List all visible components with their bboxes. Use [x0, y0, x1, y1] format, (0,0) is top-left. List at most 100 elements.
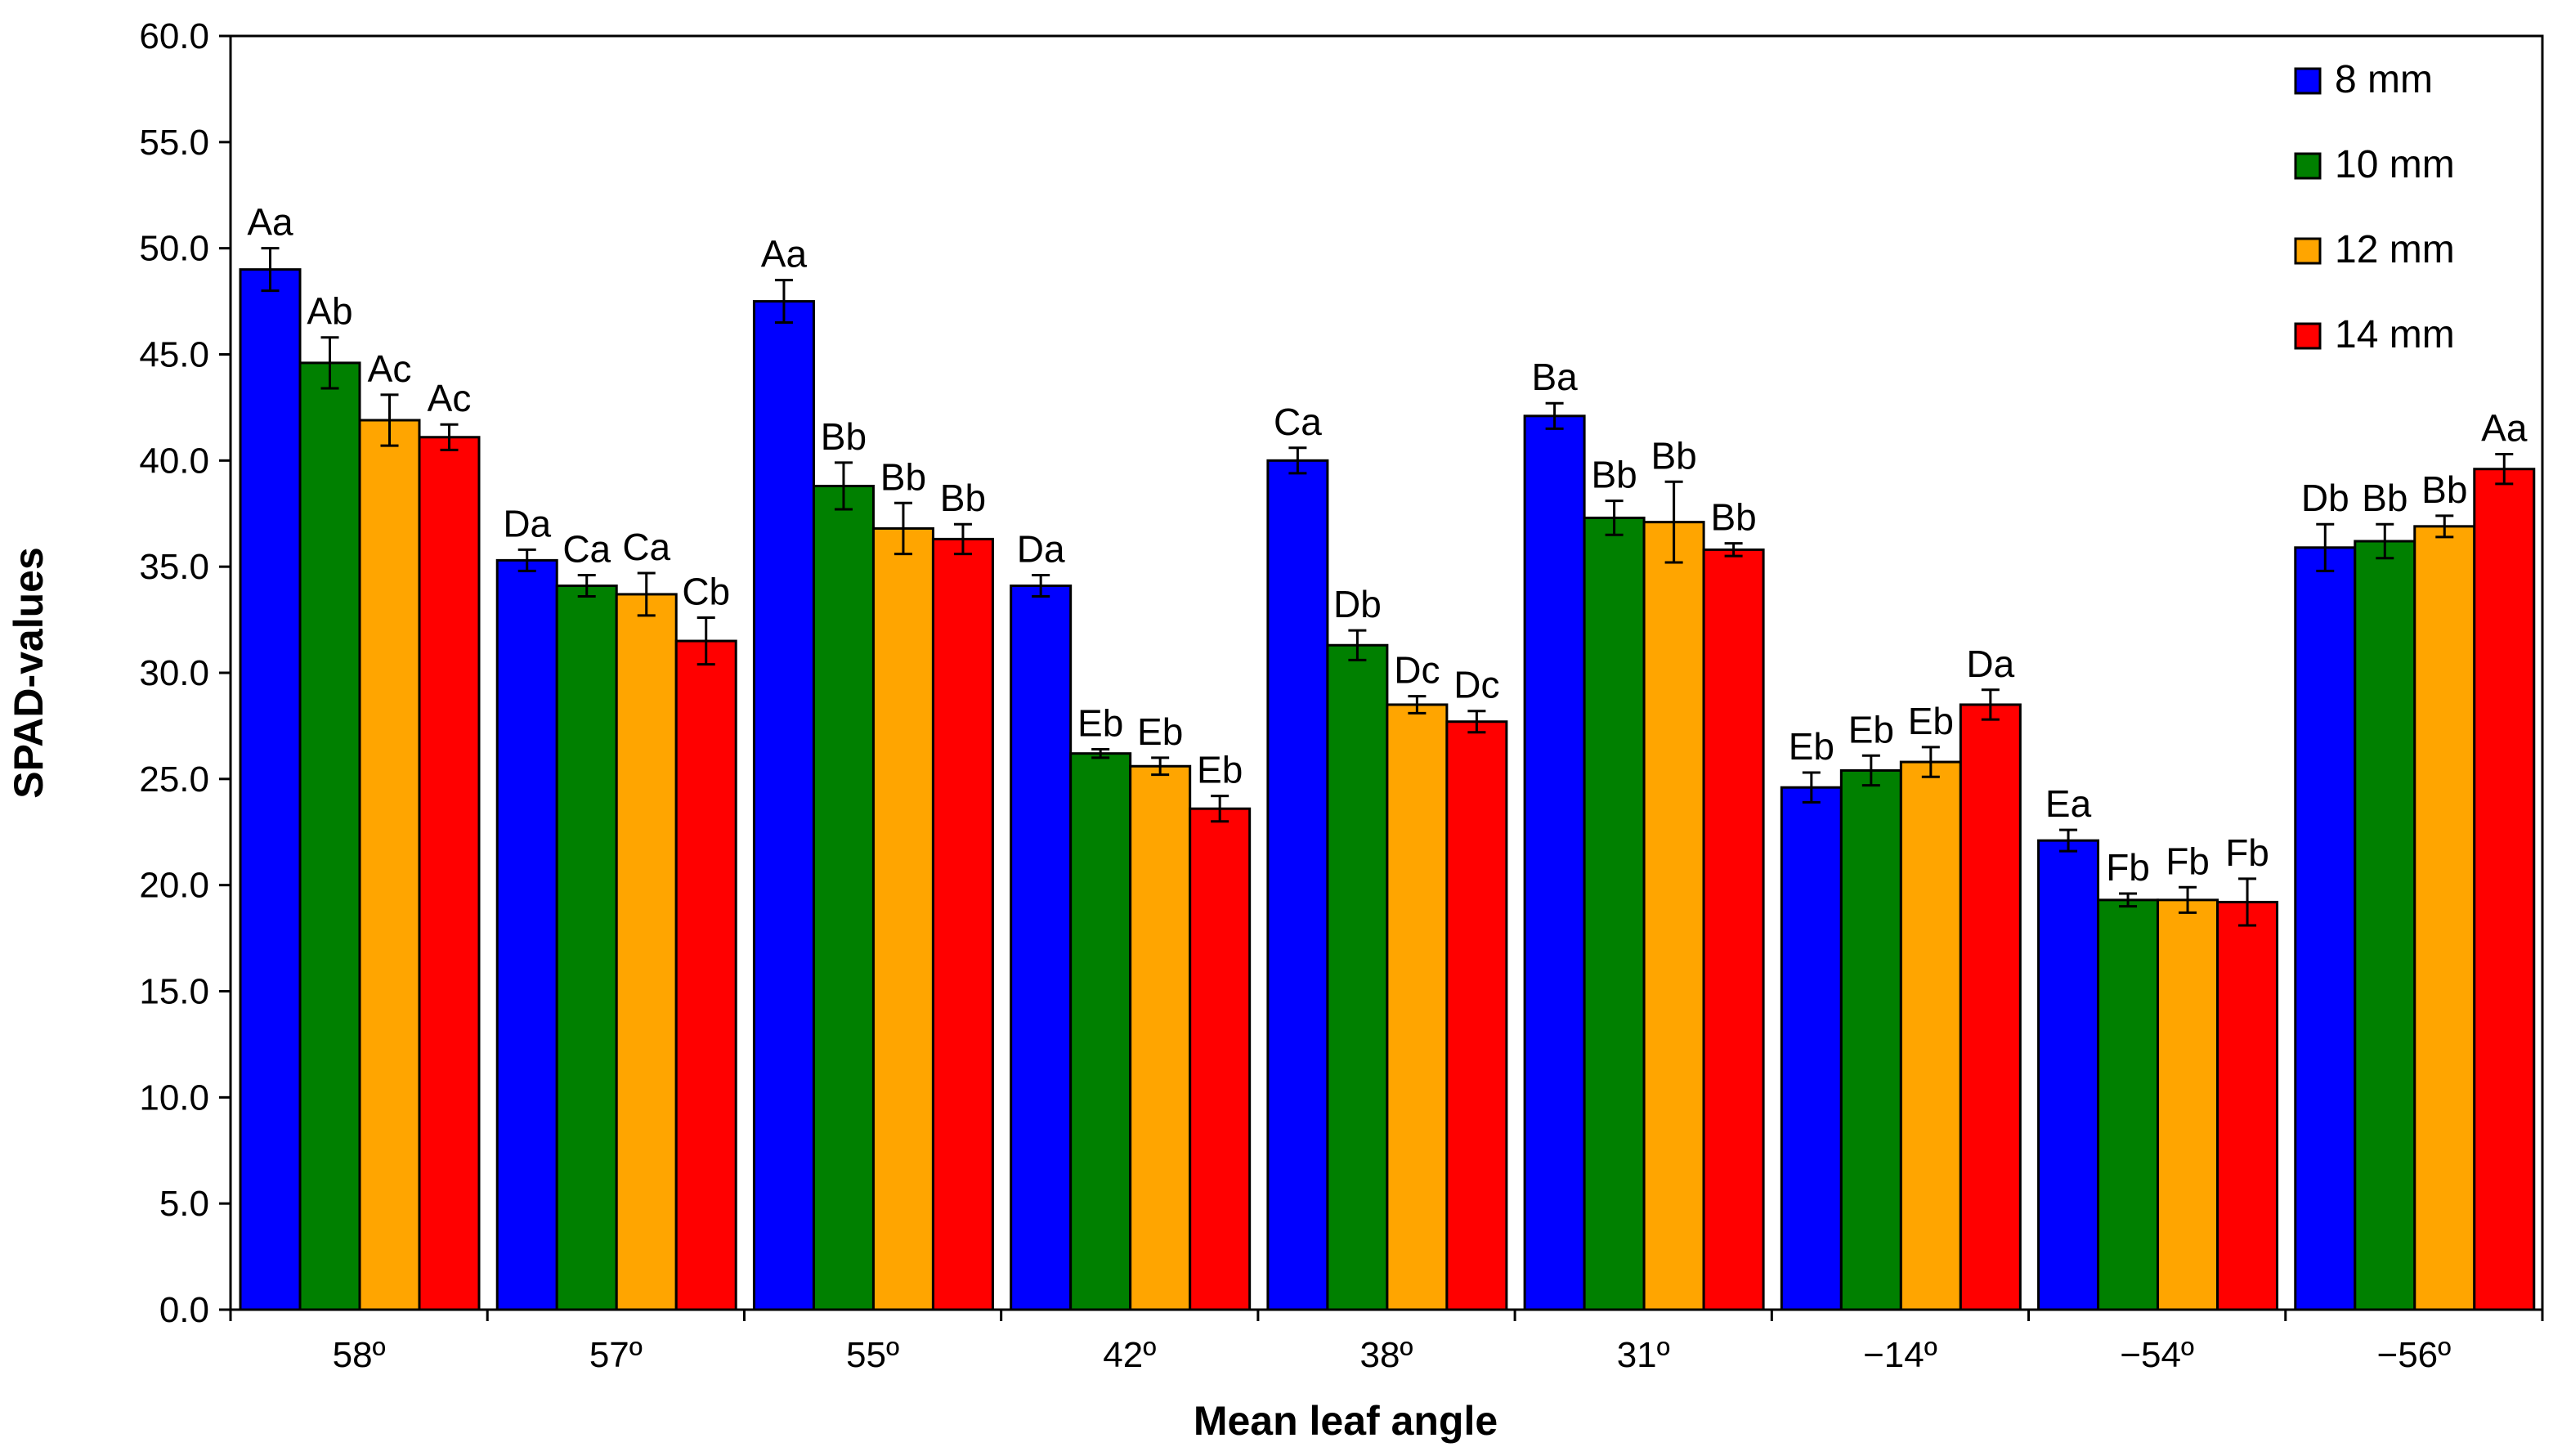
bar-10mm-6: [1839, 768, 1902, 1311]
bar-significance-label: Ca: [562, 528, 611, 571]
bar-12mm-1: [615, 593, 678, 1311]
legend-swatch: [2294, 152, 2322, 180]
bar-significance-label: Eb: [1197, 749, 1243, 791]
y-tick-label: 10.0: [139, 1077, 209, 1118]
bar-significance-label: Bb: [2421, 468, 2467, 511]
bar-significance-label: Fb: [2106, 846, 2150, 889]
bar-significance-label: Db: [1333, 583, 1382, 625]
bar-10mm-0: [298, 361, 361, 1311]
bar-12mm-6: [1899, 760, 1962, 1311]
bar-14mm-7: [2216, 900, 2279, 1311]
bar-significance-label: Eb: [1908, 700, 1954, 742]
bar-significance-label: Eb: [1077, 701, 1123, 744]
bar-12mm-0: [358, 419, 421, 1311]
bar-significance-label: Aa: [247, 201, 293, 244]
bar-significance-label: Bb: [1710, 496, 1756, 539]
bar-significance-label: Eb: [1137, 710, 1183, 753]
bar-12mm-4: [1386, 703, 1449, 1311]
y-axis-title: SPAD-values: [6, 547, 52, 799]
bar-8mm-4: [1266, 459, 1329, 1311]
legend-label: 14 mm: [2335, 313, 2455, 356]
bar-10mm-8: [2354, 540, 2416, 1311]
bar-significance-label: Bb: [1651, 434, 1696, 477]
x-category-label: 55º: [846, 1335, 899, 1375]
bar-14mm-3: [1189, 807, 1252, 1311]
bar-significance-label: Ca: [1274, 401, 1322, 443]
x-category-label: 38º: [1359, 1335, 1413, 1375]
labels-layer: Aa Ab Ac Ac Da Ca Ca Cb Aa Bb Bb Bb Da Eb Eb Eb Ca Db Dc Dc…: [247, 201, 2527, 889]
bar-significance-label: Ac: [428, 377, 472, 419]
bar-8mm-2: [752, 300, 815, 1311]
y-tick-label: 55.0: [139, 123, 209, 163]
x-category-label: 57º: [589, 1335, 643, 1375]
bar-significance-label: Da: [1966, 643, 2014, 685]
y-tick-label: 30.0: [139, 653, 209, 693]
bar-significance-label: Bb: [2362, 477, 2407, 519]
x-category-label: 58º: [333, 1335, 386, 1375]
bar-8mm-3: [1010, 585, 1073, 1311]
bar-8mm-5: [1523, 414, 1586, 1311]
bar-10mm-4: [1326, 643, 1389, 1311]
legend-label: 12 mm: [2335, 228, 2455, 271]
bar-10mm-7: [2097, 898, 2160, 1311]
bar-significance-label: Bb: [880, 455, 926, 498]
bar-significance-label: Ac: [368, 347, 412, 390]
bar-14mm-1: [674, 639, 737, 1311]
bar-significance-label: Dc: [1453, 664, 1499, 706]
bar-14mm-5: [1702, 548, 1765, 1311]
x-category-label: −56º: [2377, 1335, 2452, 1375]
axes-layer: 0.0 5.0 10.0 15.0 20.0 25.0 30.0 35.0 40.0 45.0 50…: [139, 16, 2544, 1375]
bar-significance-label: Ab: [307, 290, 352, 333]
legend-swatch: [2294, 67, 2322, 95]
x-axis-title: Mean leaf angle: [1194, 1398, 1498, 1444]
y-tick-label: 60.0: [139, 16, 209, 56]
bar-14mm-8: [2473, 468, 2536, 1311]
bar-12mm-3: [1129, 764, 1192, 1311]
y-tick-label: 40.0: [139, 441, 209, 481]
bar-significance-label: Aa: [761, 233, 808, 276]
bar-12mm-2: [871, 526, 934, 1311]
bar-significance-label: Bb: [940, 477, 986, 519]
x-category-label: −14º: [1863, 1335, 1937, 1375]
bar-8mm-0: [239, 268, 302, 1311]
x-category-label: 42º: [1103, 1335, 1156, 1375]
bar-10mm-5: [1583, 516, 1646, 1311]
legend-swatch: [2294, 322, 2322, 350]
bar-8mm-1: [495, 558, 558, 1311]
bar-12mm-5: [1642, 521, 1705, 1311]
bar-significance-label: Da: [503, 502, 551, 544]
y-tick-label: 50.0: [139, 229, 209, 269]
y-tick-label: 25.0: [139, 759, 209, 800]
y-tick-label: 0.0: [159, 1290, 209, 1330]
bar-significance-label: Aa: [2481, 407, 2528, 450]
bar-10mm-3: [1069, 752, 1132, 1311]
bar-significance-label: Bb: [821, 415, 867, 458]
bar-significance-label: Dc: [1394, 649, 1440, 692]
bar-14mm-2: [931, 537, 994, 1311]
bar-8mm-8: [2294, 546, 2357, 1311]
bar-10mm-1: [555, 585, 618, 1311]
bar-12mm-7: [2157, 898, 2219, 1311]
bar-significance-label: Da: [1017, 528, 1065, 571]
bar-12mm-8: [2413, 525, 2476, 1311]
bar-14mm-4: [1445, 720, 1508, 1311]
bar-8mm-7: [2037, 839, 2100, 1311]
y-tick-label: 35.0: [139, 547, 209, 587]
bar-14mm-0: [418, 436, 481, 1311]
bar-significance-label: Ba: [1531, 356, 1578, 398]
bar-significance-label: Eb: [1789, 725, 1834, 768]
legend-label: 10 mm: [2335, 143, 2455, 186]
legend: 8 mm 10 mm 12 mm 14 mm: [2294, 58, 2455, 356]
bar-10mm-2: [812, 484, 875, 1311]
bar-significance-label: Db: [2301, 477, 2349, 519]
bar-14mm-6: [1959, 703, 2022, 1311]
bar-significance-label: Eb: [1848, 708, 1894, 750]
grid-and-bars-layer: [239, 247, 2536, 1311]
x-category-label: −54º: [2120, 1335, 2194, 1375]
bar-significance-label: Ea: [2045, 782, 2092, 825]
bar-significance-label: Fb: [2225, 831, 2269, 874]
legend-label: 8 mm: [2335, 58, 2433, 101]
bar-8mm-6: [1780, 786, 1843, 1311]
y-tick-label: 15.0: [139, 972, 209, 1012]
